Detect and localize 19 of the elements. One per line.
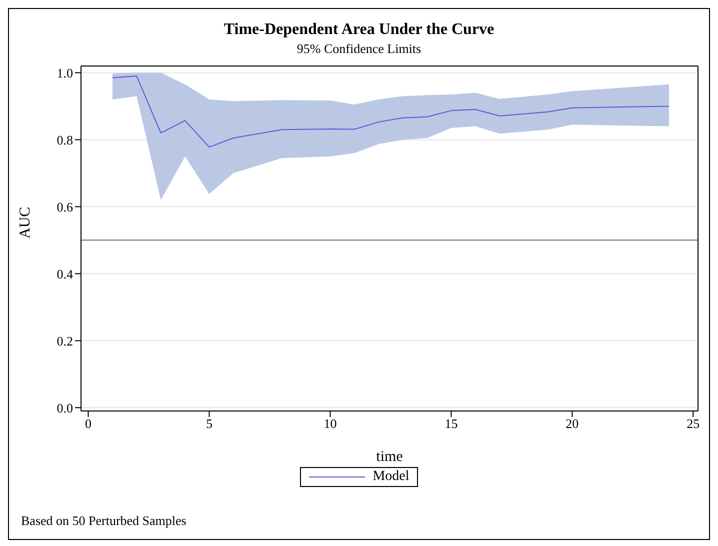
x-tick-label: 5 — [206, 416, 212, 432]
x-tick-label: 25 — [686, 416, 700, 432]
y-axis-title: AUC — [17, 206, 34, 238]
line-series — [112, 76, 670, 148]
x-tick-label: 10 — [324, 416, 337, 432]
x-tick-label: 20 — [566, 416, 579, 432]
text: Based on 50 Perturbed Samples — [21, 513, 186, 529]
x-tick-label: 15 — [444, 416, 458, 432]
y-tick-label: 0.8 — [56, 132, 73, 148]
legend-label: Model — [372, 469, 410, 485]
y-tick-label: 0.2 — [56, 333, 73, 348]
y-tick-label: 0.0 — [56, 400, 73, 416]
chart-subtitle: 95% Confidence Limits — [296, 41, 422, 57]
x-axis-title: time — [376, 449, 404, 465]
y-tick-label: 1.0 — [56, 65, 73, 80]
y-tick-label: 0.4 — [56, 266, 74, 282]
chart-title: Time-Dependent Area Under the Curve — [222, 21, 496, 39]
y-tick-label: 0.6 — [56, 199, 74, 214]
x-tick-label: 0 — [85, 416, 92, 432]
